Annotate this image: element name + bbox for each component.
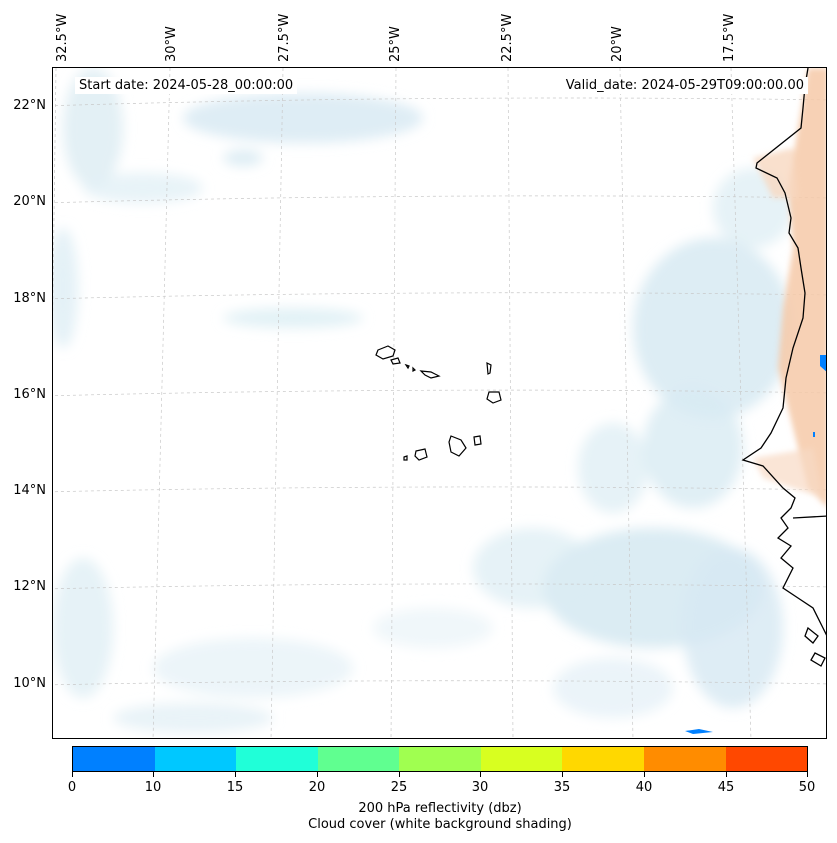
colorbar-tick-label: 20: [308, 780, 326, 795]
colorbar-segment-1: [154, 747, 237, 771]
colorbar-tick: [807, 772, 808, 777]
lon-label-22-5w: 22.5°W: [500, 13, 515, 62]
lat-label-12n: 12°N: [13, 579, 46, 594]
lon-label-30w: 30°W: [164, 26, 179, 62]
colorbar-tick: [644, 772, 645, 777]
colorbar-tick-label: 25: [390, 780, 408, 795]
colorbar-tick: [399, 772, 400, 777]
lat-label-16n: 16°N: [13, 387, 46, 402]
colorbar-tick-label: 10: [144, 780, 162, 795]
colorbar: [72, 746, 808, 772]
colorbar-tick-label: 50: [798, 780, 816, 795]
colorbar-segment-3: [317, 747, 400, 771]
lon-label-27-5w: 27.5°W: [277, 13, 292, 62]
lon-label-20w: 20°W: [610, 26, 625, 62]
colorbar-segment-8: [725, 747, 808, 771]
lat-label-22n: 22°N: [13, 98, 46, 113]
lat-label-14n: 14°N: [13, 483, 46, 498]
start-date-label: Start date: 2024-05-28_00:00:00: [75, 77, 298, 94]
colorbar-tick: [153, 772, 154, 777]
lon-label-17-5w: 17.5°W: [722, 13, 737, 62]
colorbar-tick-label: 45: [717, 780, 735, 795]
colorbar-segment-5: [480, 747, 563, 771]
colorbar-segment-2: [236, 747, 318, 771]
valid-date-label: Valid_date: 2024-05-29T09:00:00.00: [561, 77, 808, 94]
colorbar-subtitle: Cloud cover (white background shading): [308, 817, 572, 832]
colorbar-tick-label: 30: [471, 780, 489, 795]
coastline: [741, 68, 826, 667]
colorbar-tick: [235, 772, 236, 777]
map-panel[interactable]: Start date: 2024-05-28_00:00:00 Valid_da…: [52, 67, 827, 739]
colorbar-segment-4: [399, 747, 481, 771]
map-canvas: [53, 68, 826, 738]
lon-label-25w: 25°W: [388, 26, 403, 62]
reflectivity-patches: [685, 355, 826, 734]
colorbar-segment-0: [73, 747, 155, 771]
land-warm-shading: [753, 68, 826, 506]
graticule: [53, 68, 826, 738]
colorbar-segment-6: [562, 747, 644, 771]
cape-verde-islands: [375, 345, 502, 461]
lat-label-10n: 10°N: [13, 676, 46, 691]
lat-label-20n: 20°N: [13, 194, 46, 209]
cloud-cover-shading: [53, 68, 793, 733]
colorbar-tick: [480, 772, 481, 777]
colorbar-tick-label: 40: [635, 780, 653, 795]
colorbar-tick: [726, 772, 727, 777]
colorbar-tick: [562, 772, 563, 777]
colorbar-tick-label: 15: [226, 780, 244, 795]
lon-label-32-5w: 32.5°W: [55, 13, 70, 62]
colorbar-tick-label: 0: [67, 780, 77, 795]
colorbar-tick: [72, 772, 73, 777]
colorbar-tick: [317, 772, 318, 777]
colorbar-segment-7: [643, 747, 726, 771]
colorbar-tick-label: 35: [553, 780, 571, 795]
colorbar-title: 200 hPa reflectivity (dbz): [358, 801, 522, 816]
lat-label-18n: 18°N: [13, 291, 46, 306]
